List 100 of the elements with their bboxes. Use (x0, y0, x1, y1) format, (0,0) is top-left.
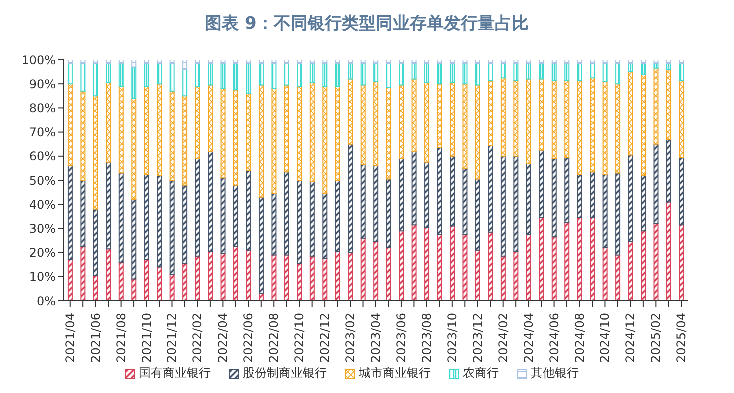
x-tick-label: 2021/08 (114, 313, 128, 363)
x-tick-label: 2021/06 (88, 313, 103, 363)
bar (170, 60, 175, 64)
bar (170, 90, 175, 181)
bar (68, 63, 73, 85)
bar (144, 60, 150, 64)
bar (577, 174, 582, 218)
bar (80, 60, 86, 64)
bar (539, 60, 544, 64)
bar (539, 217, 544, 301)
bar (220, 88, 226, 179)
bar (310, 256, 315, 301)
bar (284, 63, 290, 86)
bar (590, 60, 596, 64)
x-tick-label: 2022/06 (242, 313, 256, 363)
bar (208, 84, 214, 152)
bar (424, 226, 430, 301)
bar (539, 63, 544, 80)
bar (322, 60, 328, 64)
bar (246, 60, 252, 64)
bar (412, 224, 417, 301)
bar (679, 224, 684, 301)
bar (628, 60, 634, 64)
bar (514, 63, 519, 81)
bar (386, 63, 392, 88)
x-tick-label: 2021/10 (140, 313, 154, 363)
bar (641, 60, 646, 64)
bar (399, 60, 404, 64)
bar (208, 60, 214, 64)
bar (500, 156, 506, 257)
bar (220, 60, 226, 64)
bar (335, 180, 340, 252)
bar (297, 60, 302, 64)
bar (654, 68, 659, 145)
bar (93, 208, 98, 276)
bar (412, 63, 417, 80)
bar (488, 232, 494, 301)
bar (208, 151, 214, 252)
bar (118, 60, 124, 64)
bar (348, 144, 354, 254)
bar (500, 256, 506, 301)
bar (399, 84, 404, 160)
bar (577, 80, 582, 175)
bar (641, 63, 646, 75)
bar (195, 86, 200, 160)
bar (564, 157, 570, 224)
bar (616, 84, 621, 174)
bar (475, 84, 480, 180)
x-tick-label: 2023/04 (369, 313, 383, 363)
bar (360, 164, 366, 239)
bar (679, 63, 684, 81)
bar (93, 275, 98, 301)
bar (80, 90, 86, 181)
bar (246, 170, 252, 251)
bar (450, 82, 455, 157)
bar (616, 254, 621, 301)
bar (437, 147, 442, 236)
bar (322, 63, 328, 88)
bar (220, 63, 226, 90)
bar (386, 178, 392, 248)
bar (144, 86, 150, 175)
bar (335, 63, 340, 88)
x-tick-label: 2023/02 (344, 313, 358, 363)
bar (144, 63, 150, 88)
bar (374, 166, 379, 242)
bar (272, 63, 277, 90)
bar (106, 248, 112, 301)
bar (666, 60, 672, 64)
legend-label: 城市商业银行 (359, 365, 431, 382)
bar (68, 260, 73, 301)
bar (68, 60, 73, 64)
bar (208, 251, 214, 301)
bar (272, 193, 277, 256)
bar (552, 60, 557, 64)
bar (195, 60, 200, 64)
x-tick-label: 2022/08 (267, 313, 282, 363)
x-tick-label: 2025/02 (649, 313, 664, 363)
bar (526, 163, 532, 236)
bar (322, 86, 328, 194)
bar (628, 72, 634, 156)
bar (195, 256, 200, 301)
bar (564, 63, 570, 81)
bar (144, 174, 150, 261)
bar (488, 60, 494, 64)
bar (462, 60, 468, 64)
bar (514, 60, 519, 64)
bar (577, 63, 582, 81)
bar (182, 184, 188, 264)
x-tick-label: 2022/02 (190, 313, 205, 363)
bar (132, 66, 137, 100)
bar (106, 60, 112, 64)
bar (564, 222, 570, 301)
bar (475, 60, 480, 64)
y-tick-label: 40% (29, 198, 56, 212)
bar (80, 246, 86, 301)
y-tick-label: 70% (29, 126, 56, 140)
bar (348, 63, 354, 80)
bar (374, 63, 379, 82)
x-tick-label: 2023/12 (470, 313, 485, 363)
x-tick-label: 2021/12 (165, 313, 180, 363)
